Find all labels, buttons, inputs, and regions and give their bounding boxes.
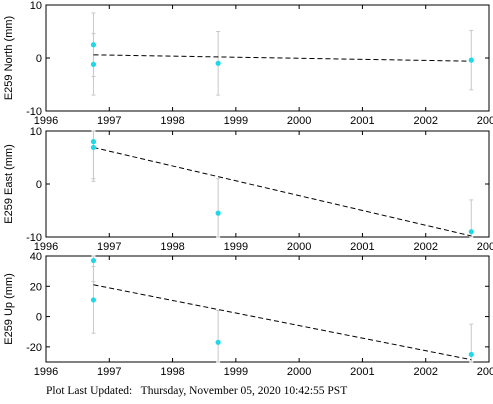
x-tick-label: 2002 [413, 241, 437, 253]
trend-line [93, 284, 472, 361]
x-tick-label: 1997 [97, 366, 121, 378]
x-tick-label: 2002 [413, 115, 437, 127]
x-tick-label: 1996 [34, 366, 58, 378]
x-tick-label: 1998 [160, 241, 184, 253]
x-tick-label: 2000 [287, 115, 311, 127]
x-tick-label: 2003 [477, 366, 493, 378]
data-point [90, 257, 97, 264]
x-tick-label: 2002 [413, 366, 437, 378]
plot-frame [45, 130, 490, 238]
data-point [468, 351, 474, 358]
x-tick-label: 1999 [224, 241, 248, 253]
data-point [215, 210, 221, 216]
y-tick-label: 40 [30, 251, 42, 263]
footer-timestamp: Thursday, November 05, 2020 10:42:55 PST [140, 385, 348, 397]
panel-2: 1996 1997 1998 1999 2000 2001 2002 2003 -10 0 10 E2… [3, 126, 493, 253]
x-tick-label: 2001 [350, 366, 374, 378]
plot-frame [45, 255, 490, 363]
panel-1: 1996 1997 1998 1999 2000 2001 2002 2003 -10 0 10 E2… [3, 0, 493, 127]
data-point [90, 144, 97, 151]
footer-label: Plot Last Updated: [46, 385, 133, 397]
y-tick-label: 10 [30, 126, 42, 138]
plot-frame [45, 4, 490, 112]
y-tick-label: -10 [26, 232, 42, 244]
y-axis-title: E259 East (mm) [3, 144, 15, 223]
data-point [215, 60, 221, 66]
x-tick-label: 1996 [34, 115, 58, 127]
y-tick-label: 0 [36, 312, 42, 324]
x-tick-label: 1998 [160, 115, 184, 127]
trend-line [93, 54, 472, 62]
x-tick-label: 1998 [160, 366, 184, 378]
footer: Plot Last Updated: Thursday, November 05… [46, 385, 347, 397]
y-axis-title: E259 North (mm) [3, 16, 15, 100]
y-tick-label: 0 [36, 179, 42, 191]
data-point [90, 61, 97, 67]
data-point [90, 139, 97, 145]
x-tick-label: 2003 [477, 241, 493, 253]
data-point [468, 57, 474, 63]
x-tick-label: 1999 [224, 115, 248, 127]
y-tick-label: -20 [26, 342, 42, 354]
x-tick-label: 2000 [287, 241, 311, 253]
x-tick-label: 2001 [350, 241, 374, 253]
y-axis-title: E259 Up (mm) [3, 273, 15, 345]
x-tick-label: 1997 [97, 115, 121, 127]
data-point [468, 229, 474, 235]
x-tick-label: 2003 [477, 115, 493, 127]
y-tick-label: -10 [26, 106, 42, 118]
data-point [215, 339, 221, 345]
x-tick-label: 1996 [34, 241, 58, 253]
x-tick-label: 1999 [224, 366, 248, 378]
x-tick-label: 1997 [97, 241, 121, 253]
y-tick-label: 0 [36, 53, 42, 65]
x-tick-label: 2000 [287, 366, 311, 378]
x-tick-label: 2001 [350, 115, 374, 127]
data-point [90, 42, 97, 48]
data-point [90, 297, 97, 303]
y-tick-label: 10 [30, 0, 42, 12]
y-tick-label: 20 [30, 281, 42, 293]
trend-line [93, 146, 472, 237]
panel-3: 1996 1997 1998 1999 2000 2001 2002 2003 -20 0 20 40… [3, 251, 493, 378]
